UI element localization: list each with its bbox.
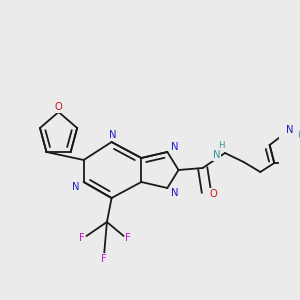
Text: N: N [286,125,294,135]
Text: F: F [125,233,131,243]
Text: N: N [109,130,116,140]
Text: N: N [171,142,178,152]
Text: N: N [73,182,80,192]
Text: H: H [218,140,224,149]
Text: O: O [210,189,218,199]
Text: F: F [79,233,85,243]
Text: N: N [213,150,220,160]
Text: N: N [171,188,178,198]
Text: H: H [297,130,300,140]
Text: F: F [101,254,107,264]
Text: O: O [55,102,62,112]
